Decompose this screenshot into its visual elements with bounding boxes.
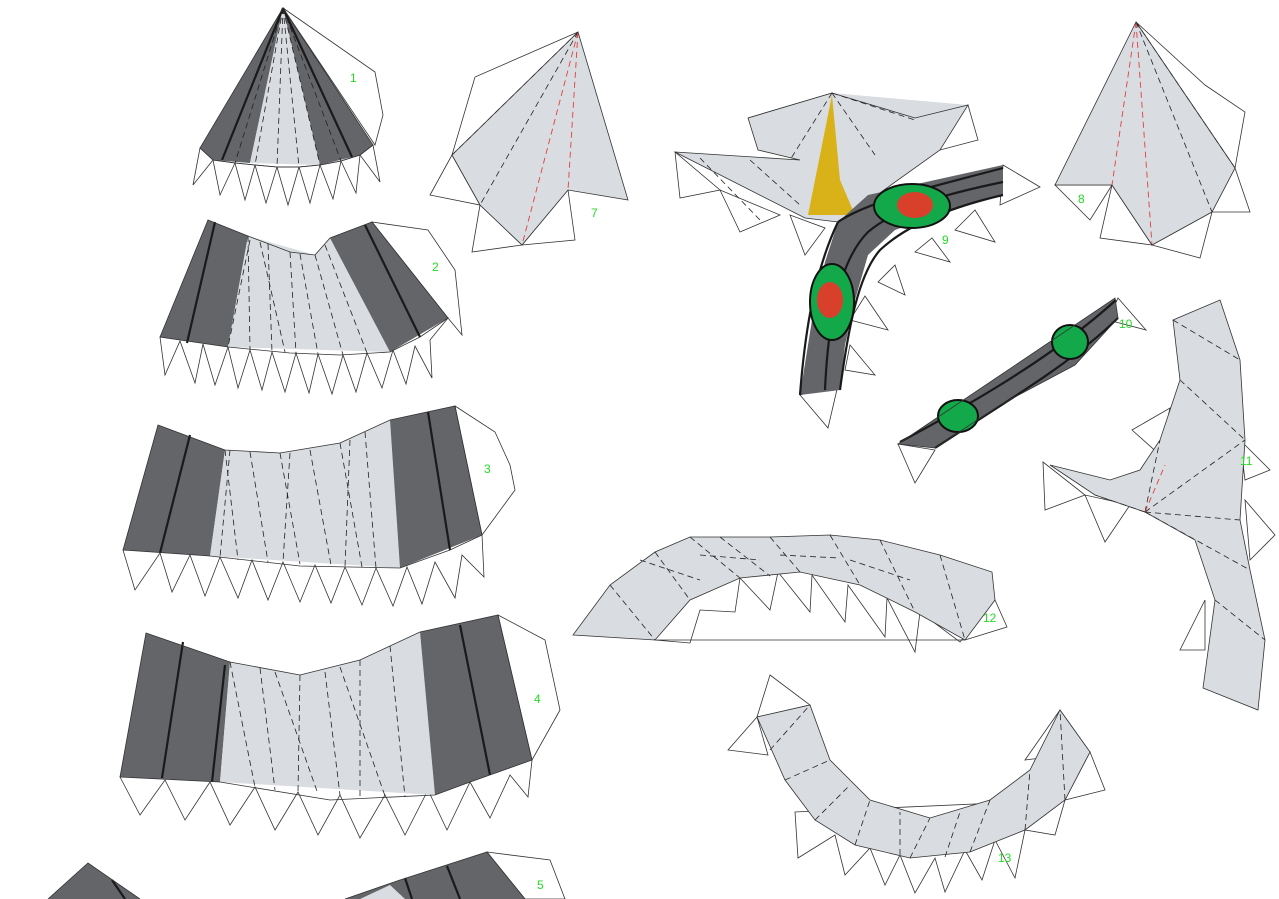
piece-label-4: 4 (534, 692, 541, 706)
piece-label-10: 10 (1119, 317, 1133, 331)
dot-right-icon (1051, 324, 1089, 360)
piece-10: 10 (896, 297, 1148, 484)
piece-label-13: 13 (998, 851, 1012, 865)
piece-11: 11 (1042, 299, 1276, 711)
piece-2: 2 (159, 219, 463, 396)
piece-label-9: 9 (942, 233, 949, 247)
piece-label-8: 8 (1078, 192, 1085, 206)
piece-label-7: 7 (591, 206, 598, 220)
piece-label-1: 1 (350, 71, 357, 85)
piece-12: 12 (572, 534, 1008, 654)
piece-label-2: 2 (432, 260, 439, 274)
piece-label-3: 3 (484, 462, 491, 476)
piece-label-11: 11 (1240, 454, 1253, 468)
piece-3: 3 (122, 405, 516, 608)
piece-5: 5 (47, 851, 566, 899)
piece-9: 9 (674, 92, 1041, 429)
piece-7: 7 (429, 31, 629, 253)
piece-13: 13 (727, 674, 1106, 894)
piece-8: 8 (1054, 21, 1251, 259)
piece-label-5: 5 (537, 878, 544, 892)
piece-4: 4 (119, 614, 561, 839)
dot-left-icon (937, 399, 979, 433)
piece-label-12: 12 (983, 611, 997, 625)
piece-1: 1 (192, 7, 384, 207)
